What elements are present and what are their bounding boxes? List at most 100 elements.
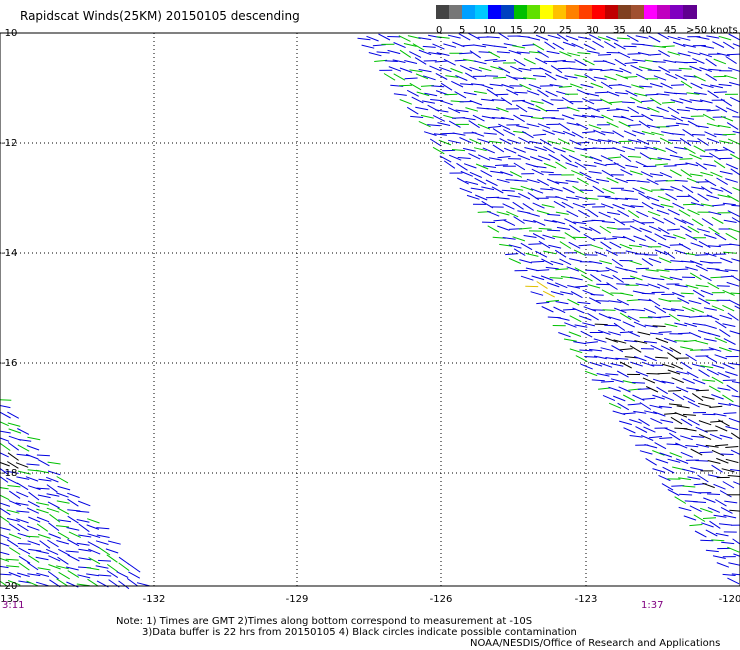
wind-barb [481, 115, 495, 120]
wind-barb [658, 49, 670, 58]
wind-barb [532, 233, 545, 240]
wind-barb [722, 323, 736, 327]
wind-barb [58, 571, 70, 580]
wind-barb [406, 106, 419, 115]
wind-barb [671, 114, 684, 122]
wind-barb [637, 388, 651, 390]
wind-barb [573, 341, 587, 345]
wind-barb [665, 147, 678, 154]
wind-barb [674, 249, 688, 255]
wind-barb [67, 554, 80, 562]
wind-barb [0, 404, 11, 409]
wind-barb [16, 482, 29, 491]
wind-barb [564, 322, 577, 328]
wind-barb [8, 533, 22, 540]
wind-barb [608, 402, 622, 409]
wind-barb [585, 197, 599, 200]
wind-barb [486, 88, 499, 97]
wind-barb [473, 60, 487, 65]
wind-barb [567, 285, 581, 289]
wind-barb [706, 493, 721, 495]
wind-barb [688, 331, 702, 338]
wind-barb [590, 273, 602, 283]
wind-barb [519, 259, 533, 264]
wind-barb [682, 306, 695, 312]
wind-barb [660, 203, 674, 208]
wind-barb [695, 426, 708, 433]
wind-barb [667, 208, 680, 216]
lat-label: -20 [1, 581, 17, 592]
wind-barb [705, 549, 719, 553]
wind-barb [719, 434, 733, 439]
wind-barb [452, 132, 466, 136]
wind-barb [505, 74, 519, 81]
wind-barb [376, 51, 390, 54]
wind-barb [514, 91, 528, 94]
wind-barb [490, 170, 504, 174]
wind-barb [687, 225, 700, 234]
wind-barb [600, 241, 612, 250]
wind-barb [700, 539, 714, 542]
wind-barb [482, 43, 496, 47]
wind-barb [629, 435, 643, 438]
wind-barb [661, 395, 675, 402]
wind-barb [671, 485, 685, 487]
wind-barb [555, 282, 568, 289]
wind-barb [605, 373, 619, 376]
wind-barb [717, 194, 731, 198]
wind-barb [423, 131, 437, 136]
wind-barb [693, 514, 706, 522]
wind-barb [663, 234, 677, 239]
wind-barb [522, 44, 536, 47]
wind-barb [629, 345, 642, 353]
wind-barb [0, 542, 10, 547]
wind-barb [629, 225, 642, 233]
wind-barb [678, 67, 692, 70]
wind-barb [517, 154, 531, 161]
wind-barb [728, 227, 740, 233]
wind-barb [541, 306, 554, 313]
wind-barb [635, 267, 650, 270]
wind-barb [455, 74, 468, 81]
wind-barb [506, 88, 519, 96]
wind-barb [665, 72, 678, 80]
wind-barb [717, 124, 731, 129]
wind-barb [701, 218, 714, 226]
wind-barb [17, 543, 31, 545]
wind-barb [35, 469, 49, 474]
wind-barb [471, 131, 485, 137]
wind-barb [489, 83, 503, 87]
wind-barb [422, 100, 435, 104]
wind-barb [706, 123, 720, 128]
wind-barb [622, 321, 635, 328]
legend-label: 15 [510, 25, 523, 36]
wind-barb [76, 510, 90, 513]
wind-barb [543, 162, 557, 169]
wind-barb [656, 386, 668, 395]
wind-barb [548, 244, 562, 249]
wind-barb [546, 50, 560, 55]
wind-barb [638, 66, 652, 71]
wind-barb [508, 244, 522, 249]
wind-barb [652, 45, 666, 48]
wind-barb [435, 72, 448, 80]
wind-barb [590, 294, 604, 296]
wind-barb [730, 449, 740, 455]
wind-barb [588, 226, 601, 235]
wind-barb [728, 33, 740, 41]
wind-barb [487, 125, 502, 129]
wind-barb [506, 211, 519, 218]
wind-barb [732, 116, 740, 118]
wind-barb [531, 260, 545, 263]
wind-barb [15, 462, 29, 468]
wind-barb [542, 290, 555, 298]
wind-barb [569, 258, 583, 262]
wind-barb [727, 138, 740, 145]
wind-barb [590, 115, 604, 119]
wind-barb [700, 186, 713, 194]
wind-barb [568, 154, 581, 162]
wind-barb [720, 115, 734, 122]
wind-barb [107, 540, 121, 545]
wind-barb [719, 346, 732, 352]
wind-barb [537, 155, 551, 161]
